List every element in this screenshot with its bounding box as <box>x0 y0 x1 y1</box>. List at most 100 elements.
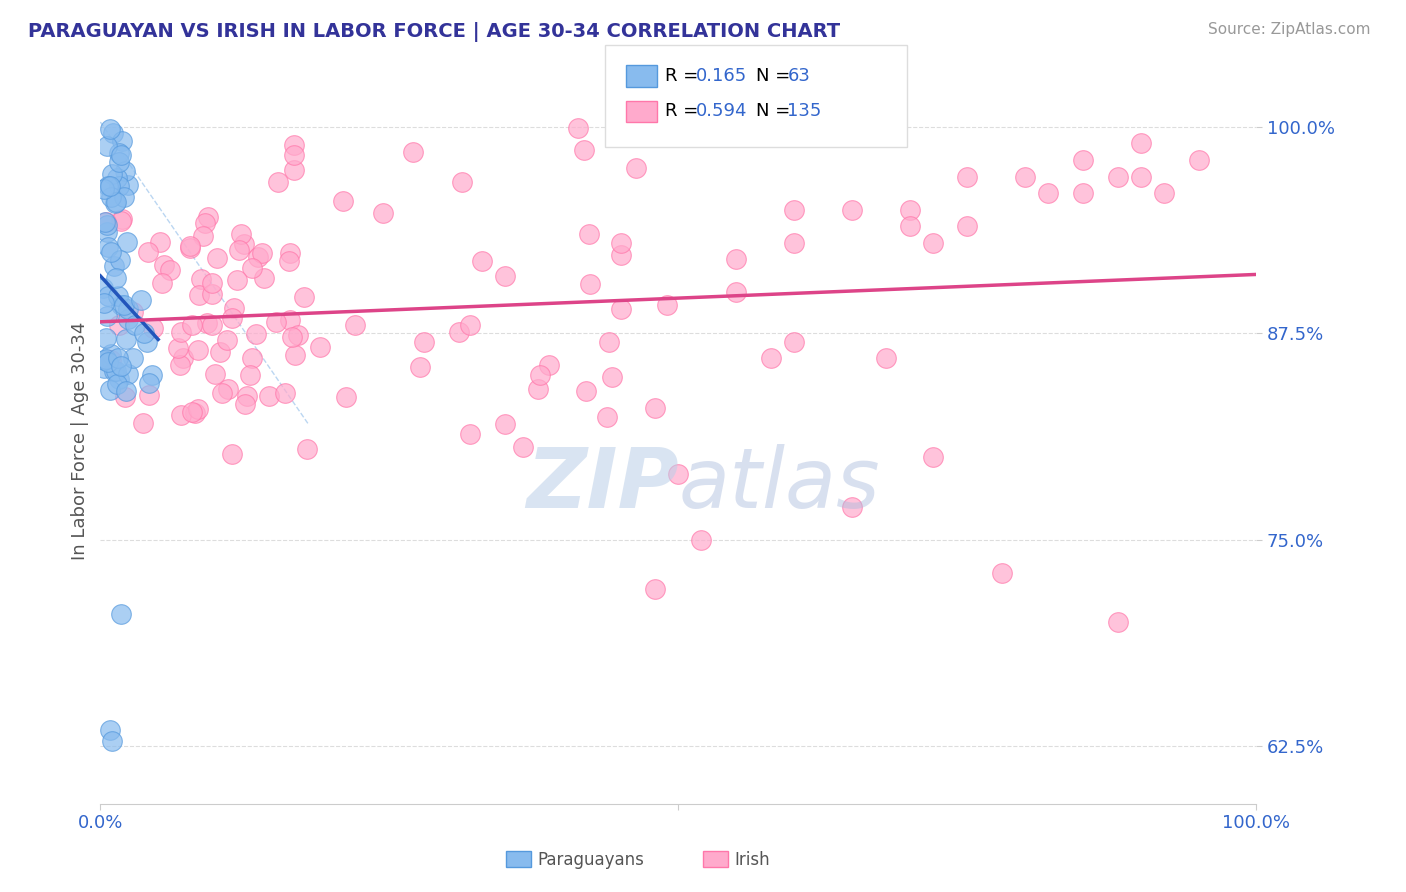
Point <box>1129 136 1152 151</box>
Point <box>274 386 297 401</box>
Point <box>96 331 118 345</box>
Text: 0.594: 0.594 <box>696 103 748 120</box>
Point <box>96 215 118 229</box>
Point <box>114 384 136 399</box>
Point <box>169 358 191 372</box>
Point <box>215 333 238 347</box>
Point <box>159 263 181 277</box>
Point <box>191 229 214 244</box>
Text: PARAGUAYAN VS IRISH IN LABOR FORCE | AGE 30-34 CORRELATION CHART: PARAGUAYAN VS IRISH IN LABOR FORCE | AGE… <box>28 22 841 42</box>
Point <box>112 190 135 204</box>
Point <box>105 170 128 185</box>
Point <box>205 251 228 265</box>
Point <box>1071 186 1094 200</box>
Point <box>221 447 243 461</box>
Point <box>117 312 139 326</box>
Point <box>96 219 118 233</box>
Point <box>287 328 309 343</box>
Point <box>97 289 120 303</box>
Point <box>117 301 139 316</box>
Point <box>150 276 173 290</box>
Point <box>451 175 474 189</box>
Point <box>94 215 117 229</box>
Point <box>231 227 253 241</box>
Point <box>108 318 131 332</box>
Point <box>111 135 134 149</box>
Point <box>204 367 226 381</box>
Point <box>409 360 432 375</box>
Point <box>121 351 143 366</box>
Point <box>201 276 224 290</box>
Point <box>240 260 263 275</box>
Point <box>574 143 596 157</box>
Point <box>142 321 165 335</box>
Point <box>373 205 395 219</box>
Point <box>201 318 224 333</box>
Point <box>228 243 250 257</box>
Point <box>1107 615 1129 630</box>
Point <box>208 345 231 359</box>
Point <box>211 385 233 400</box>
Point <box>1107 169 1129 184</box>
Point <box>921 235 943 250</box>
Point <box>600 370 623 384</box>
Point <box>332 194 354 209</box>
Point <box>201 286 224 301</box>
Point <box>172 351 194 365</box>
Point <box>195 316 218 330</box>
Point <box>283 148 305 162</box>
Point <box>264 315 287 329</box>
Point <box>166 341 188 355</box>
Point <box>1129 169 1152 184</box>
Text: N =: N = <box>756 103 796 120</box>
Point <box>100 347 122 361</box>
Point <box>98 723 121 737</box>
Point <box>179 239 201 253</box>
Point <box>197 210 219 224</box>
Point <box>609 235 631 250</box>
Point <box>170 409 193 423</box>
Point <box>114 332 136 346</box>
Point <box>759 351 782 366</box>
Point <box>598 334 620 349</box>
Point <box>96 225 118 239</box>
Point <box>655 298 678 312</box>
Point <box>149 235 172 249</box>
Point <box>1071 153 1094 167</box>
Point <box>136 245 159 260</box>
Point <box>100 190 122 204</box>
Point <box>471 254 494 268</box>
Point <box>100 245 122 260</box>
Point <box>110 214 132 228</box>
Point <box>107 146 129 161</box>
Point <box>93 353 115 368</box>
Text: R =: R = <box>665 103 704 120</box>
Point <box>278 313 301 327</box>
Point <box>567 120 589 135</box>
Point <box>93 296 115 310</box>
Point <box>129 293 152 308</box>
Point <box>278 254 301 268</box>
Point <box>153 258 176 272</box>
Point <box>114 164 136 178</box>
Point <box>138 388 160 402</box>
Point <box>458 426 481 441</box>
Point <box>725 285 748 299</box>
Point <box>494 417 516 432</box>
Point <box>100 121 122 136</box>
Point <box>135 334 157 349</box>
Text: atlas: atlas <box>678 444 880 524</box>
Point <box>188 288 211 302</box>
Point <box>105 364 128 378</box>
Point <box>494 268 516 283</box>
Point <box>104 196 127 211</box>
Point <box>991 566 1014 580</box>
Point <box>690 533 713 547</box>
Point <box>245 326 267 341</box>
Point <box>402 145 425 160</box>
Point <box>98 179 121 194</box>
Text: N =: N = <box>756 67 796 85</box>
Point <box>100 352 122 367</box>
Point <box>596 410 619 425</box>
Point <box>609 301 631 316</box>
